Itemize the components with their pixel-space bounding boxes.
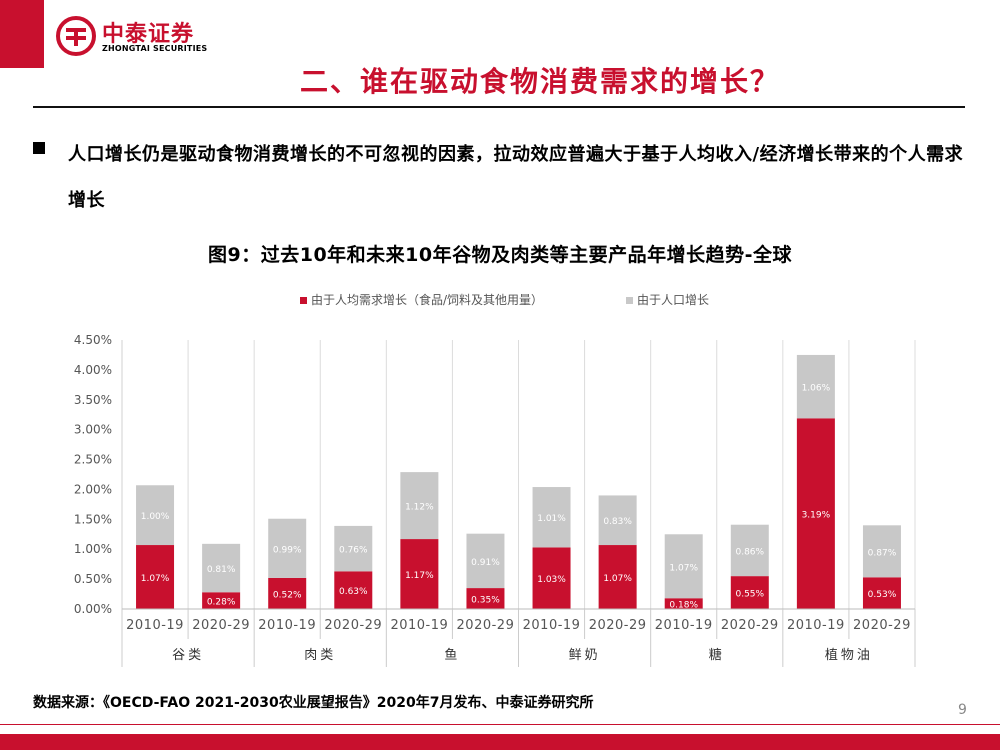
x-tick-label: 2010-19	[258, 618, 316, 633]
data-label: 0.18%	[669, 601, 698, 611]
x-tick-label: 2020-29	[589, 618, 647, 633]
bar-population	[136, 485, 175, 546]
data-label: 1.00%	[141, 512, 170, 522]
bar-demand	[268, 577, 307, 609]
bar-population	[268, 518, 307, 578]
data-label: 0.83%	[603, 517, 632, 527]
data-label: 1.17%	[405, 571, 434, 581]
bar-demand	[664, 598, 703, 609]
bar-population	[532, 487, 571, 548]
x-tick-label: 2010-19	[390, 618, 448, 633]
bar-demand	[730, 576, 769, 609]
footer-rule	[0, 724, 1000, 725]
bar-demand	[598, 545, 637, 609]
group-label: 鲜奶	[569, 648, 601, 663]
group-label: 鱼	[444, 647, 460, 663]
bar-population	[598, 495, 637, 546]
y-tick-label: 3.50%	[74, 393, 112, 407]
brand-name-en: ZHONGTAI SECURITIES	[102, 44, 208, 53]
data-label: 0.53%	[868, 590, 897, 600]
data-label: 0.35%	[471, 596, 500, 606]
title-divider	[33, 106, 965, 108]
data-label: 0.63%	[339, 587, 368, 597]
y-tick-label: 0.00%	[74, 602, 112, 616]
legend-label-1: 由于人均需求增长（食品/饲料及其他用量）	[311, 292, 543, 307]
bar-demand	[202, 592, 241, 609]
group-label: 植物油	[825, 648, 873, 663]
data-label: 1.07%	[669, 563, 698, 573]
data-label: 0.99%	[273, 545, 302, 555]
bullet-text: 人口增长仍是驱动食物消费增长的不可忽视的因素，拉动效应普遍大于基于人均收入/经济…	[68, 144, 964, 211]
chart-title: 图9：过去10年和未来10年谷物及肉类等主要产品年增长趋势-全球	[208, 244, 792, 266]
data-label: 1.03%	[537, 575, 566, 585]
bar-demand	[862, 577, 901, 609]
x-tick-label: 2010-19	[126, 618, 184, 633]
bar-demand	[796, 418, 835, 609]
data-label: 0.52%	[273, 590, 302, 600]
bar-population	[466, 533, 505, 589]
header-accent-bar	[0, 0, 44, 68]
y-tick-label: 2.50%	[74, 453, 112, 467]
x-tick-label: 2020-29	[192, 618, 250, 633]
page-title: 二、谁在驱动食物消费需求的增长？	[299, 65, 780, 98]
data-label: 1.12%	[405, 503, 434, 513]
y-tick-label: 2.00%	[74, 482, 112, 496]
y-tick-label: 4.00%	[74, 363, 112, 377]
data-label: 0.55%	[735, 590, 764, 600]
data-label: 0.28%	[207, 598, 236, 608]
x-tick-label: 2010-19	[523, 618, 581, 633]
x-tick-label: 2020-29	[324, 618, 382, 633]
brand-logo: 中泰证券 ZHONGTAI SECURITIES	[56, 16, 226, 56]
bar-population	[334, 525, 373, 572]
x-tick-label: 2020-29	[457, 618, 515, 633]
y-tick-label: 1.00%	[74, 542, 112, 556]
data-label: 0.76%	[339, 546, 368, 556]
bar-population	[796, 354, 835, 419]
bar-population	[400, 472, 439, 540]
x-tick-label: 2010-19	[787, 618, 845, 633]
y-tick-label: 4.50%	[74, 333, 112, 347]
bar-demand	[334, 571, 373, 609]
data-label: 0.81%	[207, 565, 236, 575]
page-number: 9	[958, 702, 967, 718]
data-label: 0.87%	[868, 548, 897, 558]
y-tick-label: 3.00%	[74, 423, 112, 437]
x-tick-label: 2020-29	[721, 618, 779, 633]
logo-mark-icon	[56, 16, 96, 56]
data-source: 数据来源：《OECD-FAO 2021-2030农业展望报告》2020年7月发布…	[33, 695, 594, 711]
data-label: 1.01%	[537, 514, 566, 524]
bar-population	[862, 525, 901, 578]
group-label: 谷类	[172, 648, 204, 663]
data-label: 1.06%	[802, 384, 831, 394]
legend-label-2: 由于人口增长	[637, 293, 709, 307]
bar-demand	[400, 539, 439, 609]
footer-bar	[0, 734, 1000, 750]
bar-population	[664, 534, 703, 599]
x-tick-label: 2010-19	[655, 618, 713, 633]
data-label: 3.19%	[802, 511, 831, 521]
data-label: 0.86%	[735, 547, 764, 557]
bar-demand	[466, 588, 505, 609]
y-tick-label: 1.50%	[74, 512, 112, 526]
legend-swatch-2	[626, 297, 633, 304]
stacked-bar-chart: 由于人均需求增长（食品/饲料及其他用量） 由于人口增长 0.00% 0.50% 1.00…	[74, 292, 916, 667]
x-tick-label: 2020-29	[853, 618, 911, 633]
data-label: 0.91%	[471, 558, 500, 568]
group-label: 糖	[709, 647, 725, 663]
chart-container: 由于人均需求增长（食品/饲料及其他用量） 由于人口增长 0.00% 0.50% 1.00…	[0, 280, 1000, 680]
group-label: 肉类	[304, 648, 336, 663]
bullet-square-icon	[33, 142, 45, 154]
bar-demand	[136, 545, 175, 609]
bar-demand	[532, 547, 571, 609]
bar-population	[202, 543, 241, 593]
legend-swatch-1	[300, 297, 307, 304]
brand-name-cn: 中泰证券	[102, 22, 195, 47]
y-tick-label: 0.50%	[74, 572, 112, 586]
data-label: 1.07%	[603, 574, 632, 584]
data-label: 1.07%	[141, 574, 170, 584]
bar-population	[730, 524, 769, 577]
